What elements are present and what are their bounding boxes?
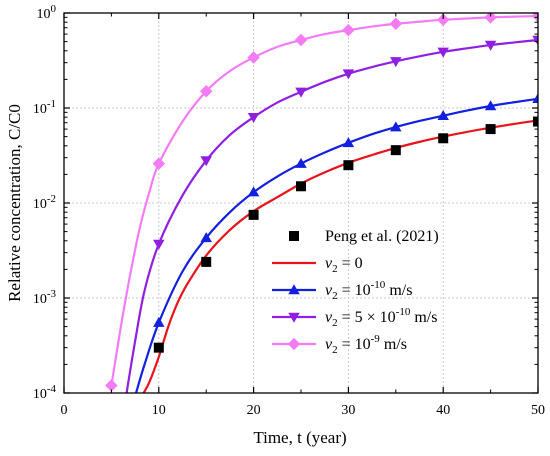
y-tick-label: 10-2 <box>33 193 56 212</box>
legend-label: v2 = 10-10 m/s <box>325 279 412 302</box>
legend-item: v2 = 10-9 m/s <box>272 333 407 356</box>
data-point <box>247 112 260 123</box>
legend-item: v2 = 5 × 10-10 m/s <box>272 306 437 329</box>
series-v2-10-9-m-s <box>105 13 538 392</box>
data-point <box>153 239 165 250</box>
data-point <box>153 316 165 327</box>
data-point <box>201 256 212 267</box>
y-tick-label: 10-4 <box>33 383 57 402</box>
y-tick-label: 10-1 <box>33 98 56 117</box>
series-v2-5-10-10-m-s <box>125 35 538 393</box>
data-point <box>485 124 496 135</box>
x-tick-label: 30 <box>341 403 355 418</box>
x-tick-label: 10 <box>152 403 166 418</box>
series-layer <box>105 13 538 393</box>
data-point <box>153 342 164 353</box>
legend-label: Peng et al. (2021) <box>325 228 439 245</box>
data-point <box>390 145 401 156</box>
legend-item: v2 = 10-10 m/s <box>272 279 412 302</box>
legend-swatch-marker <box>288 312 300 323</box>
data-point <box>199 85 213 98</box>
data-point <box>296 181 306 192</box>
legend: Peng et al. (2021) v2 = 0 v2 = 10-10 m/s v2… <box>272 228 439 356</box>
series-v2-10-10-m-s <box>134 93 538 393</box>
legend-swatch-marker <box>289 231 299 241</box>
x-tick-label: 0 <box>61 403 68 418</box>
series-line <box>134 97 538 393</box>
data-point <box>343 160 354 171</box>
data-point <box>200 232 212 243</box>
data-point <box>533 116 538 127</box>
data-point <box>342 137 355 148</box>
data-point <box>437 47 449 58</box>
data-point <box>342 23 355 37</box>
y-tick-label: 10-3 <box>33 288 57 307</box>
data-point <box>247 186 260 197</box>
series-line <box>110 14 538 386</box>
data-point <box>200 156 212 167</box>
data-point <box>532 93 538 104</box>
data-point <box>390 121 402 132</box>
data-point <box>342 69 355 80</box>
y-axis-title: Relative concentration, C/C0 <box>5 104 24 302</box>
data-point <box>389 17 403 31</box>
x-tick-label: 40 <box>436 403 450 418</box>
data-point <box>484 40 497 51</box>
data-point <box>436 13 450 26</box>
data-point <box>437 109 449 120</box>
legend-swatch-marker <box>288 284 300 295</box>
legend-label: v2 = 0 <box>325 255 363 275</box>
series-line <box>125 38 538 393</box>
data-point <box>152 157 166 170</box>
data-point <box>247 51 260 64</box>
grid-lines <box>64 13 538 393</box>
data-point <box>248 209 259 220</box>
data-point <box>294 33 308 47</box>
legend-label: v2 = 5 × 10-10 m/s <box>325 306 437 329</box>
data-point <box>295 87 307 98</box>
legend-swatch-marker <box>287 337 301 351</box>
x-axis-title: Time, t (year) <box>253 428 346 447</box>
legend-item: v2 = 0 <box>272 255 363 275</box>
axis-ticks: 0 10 20 30 40 50 10-4 10-3 10-2 10-1 100 <box>33 3 545 418</box>
series-peng-et-al-2021- <box>153 116 538 353</box>
legend-label: v2 = 10-9 m/s <box>325 333 407 356</box>
data-point <box>532 35 538 46</box>
data-point <box>438 133 449 144</box>
data-point <box>295 157 307 168</box>
data-point <box>484 13 497 24</box>
data-point <box>390 57 402 68</box>
x-tick-label: 50 <box>531 403 545 418</box>
data-point <box>105 379 118 392</box>
x-tick-label: 20 <box>247 403 261 418</box>
y-tick-label: 100 <box>37 3 57 22</box>
legend-item: Peng et al. (2021) <box>289 228 439 245</box>
data-point <box>484 100 497 111</box>
